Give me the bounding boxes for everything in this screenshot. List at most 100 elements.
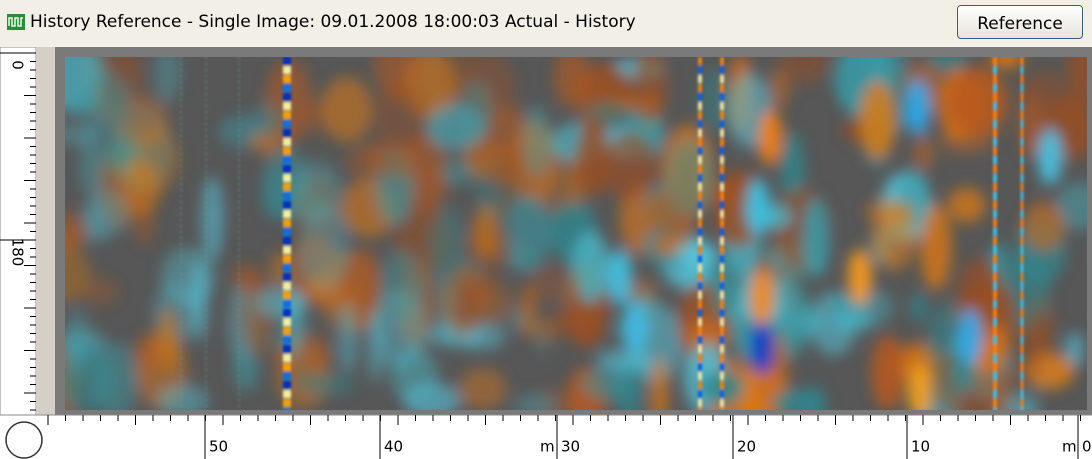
blob [675, 241, 718, 268]
stripe [698, 120, 702, 128]
stripe [993, 327, 997, 335]
stripe [993, 318, 997, 326]
stripe [720, 120, 724, 128]
stripe [1020, 129, 1024, 137]
dot [238, 189, 240, 191]
dot [180, 63, 182, 65]
blob [906, 79, 930, 135]
dot [205, 279, 207, 281]
stripe [993, 210, 997, 218]
blob [1064, 331, 1085, 368]
stripe [283, 363, 291, 371]
stripe [283, 255, 291, 263]
stripe [993, 282, 997, 290]
stripe [720, 255, 724, 263]
stripe [1020, 246, 1024, 254]
dot [205, 273, 207, 275]
dot [238, 159, 240, 161]
blob [913, 136, 935, 171]
stripe [720, 336, 724, 344]
blob [507, 192, 552, 272]
stripe [1020, 318, 1024, 326]
dot [180, 369, 182, 371]
dot [238, 363, 240, 365]
blob [379, 249, 425, 324]
stripe [283, 291, 291, 299]
stripe [698, 129, 702, 137]
dot [205, 249, 207, 251]
stripe [1020, 66, 1024, 74]
left-ruler-label: 0 [9, 60, 27, 70]
stripe [1020, 111, 1024, 119]
stripe [720, 264, 724, 272]
stripe [283, 246, 291, 254]
stripe [698, 228, 702, 236]
blob [685, 318, 729, 352]
dot [238, 267, 240, 269]
dot [205, 195, 207, 197]
blob [710, 253, 742, 320]
stripe [698, 138, 702, 146]
dot [180, 123, 182, 125]
dot [238, 81, 240, 83]
blob [596, 348, 653, 373]
window-title: History Reference - Single Image: 09.01.… [30, 12, 636, 32]
left-ruler-label: 180 [9, 238, 27, 267]
stripe [283, 237, 291, 245]
dot [238, 153, 240, 155]
blob [920, 203, 952, 291]
dot [180, 171, 182, 173]
dot [238, 171, 240, 173]
dot [238, 147, 240, 149]
dot [205, 201, 207, 203]
stripe [720, 237, 724, 245]
dot [238, 309, 240, 311]
dot [180, 93, 182, 95]
stripe [720, 156, 724, 164]
stripe [720, 282, 724, 290]
stripe [698, 183, 702, 191]
dot [205, 357, 207, 359]
dot [238, 63, 240, 65]
stripe [993, 84, 997, 92]
bottom-ruler-label: 0 [1082, 438, 1092, 456]
stripe [993, 75, 997, 83]
dot [180, 267, 182, 269]
stripe [1020, 354, 1024, 362]
dot [205, 291, 207, 293]
blob [373, 85, 430, 154]
stripe [720, 228, 724, 236]
stripe [993, 273, 997, 281]
stripe [720, 75, 724, 83]
blob [859, 80, 896, 160]
bottom-ruler-label: 50 [209, 438, 228, 456]
blob [79, 127, 105, 198]
dot [180, 399, 182, 401]
stripe [993, 156, 997, 164]
dot [180, 249, 182, 251]
blob [201, 176, 224, 261]
stripe [283, 183, 291, 191]
ruler-knob[interactable] [5, 421, 43, 459]
dot [180, 219, 182, 221]
stripe [283, 93, 291, 101]
reference-button[interactable]: Reference [957, 5, 1083, 39]
stripe [698, 300, 702, 308]
stripe [993, 264, 997, 272]
dot [180, 321, 182, 323]
blob [758, 109, 782, 165]
dot [180, 117, 182, 119]
dot [180, 363, 182, 365]
stripe [1020, 327, 1024, 335]
radar-image [65, 57, 1087, 410]
dot [205, 327, 207, 329]
dot [180, 147, 182, 149]
stripe [283, 75, 291, 83]
dot [205, 315, 207, 317]
blob [299, 202, 349, 292]
dot [180, 231, 182, 233]
stripe [1020, 228, 1024, 236]
blob [859, 290, 894, 324]
dot [180, 327, 182, 329]
dot [180, 111, 182, 113]
